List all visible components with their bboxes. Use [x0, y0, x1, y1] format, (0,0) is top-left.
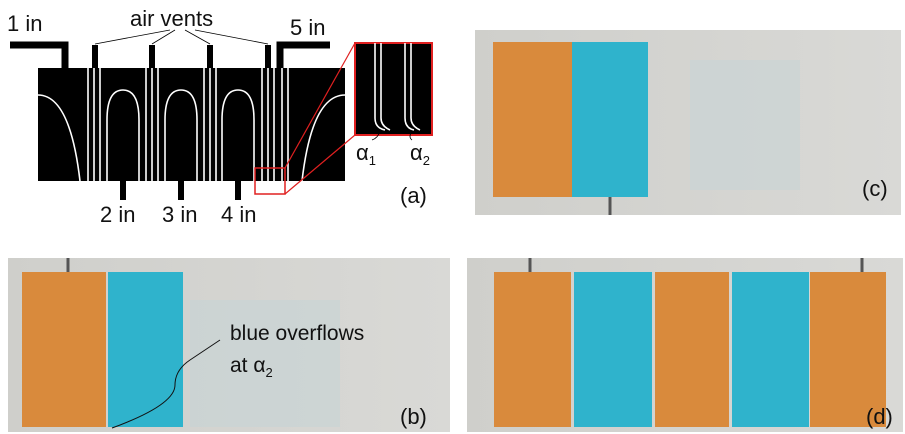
photo-c	[475, 30, 901, 215]
inlet-label: 4 in	[221, 202, 256, 227]
angle-label: α2	[410, 140, 430, 168]
inlet-label: 3 in	[162, 202, 197, 227]
panel-label: (d)	[866, 404, 893, 429]
inlet-label: 1 in	[7, 11, 42, 36]
angle-subscript: 1	[369, 153, 376, 168]
annotation-subscript: 2	[266, 365, 273, 380]
angle-symbol: α	[410, 140, 423, 165]
photo-d	[467, 258, 903, 432]
figure: 1 in 5 in 2 in 3 in 4 in air vents (a) α…	[0, 0, 905, 434]
chip-diagram	[10, 30, 432, 200]
panel-label: (c)	[862, 176, 888, 201]
annotation-text: at α	[230, 354, 266, 377]
panel-label: (b)	[400, 404, 427, 429]
annotation: blue overflows	[230, 322, 364, 345]
angle-symbol: α	[356, 140, 369, 165]
panel-label: (a)	[400, 183, 427, 208]
inlet-label: 2 in	[100, 202, 135, 227]
vents-label: air vents	[130, 6, 213, 31]
angle-subscript: 2	[423, 153, 430, 168]
photo-b	[8, 258, 450, 432]
inlet-label: 5 in	[290, 15, 325, 40]
angle-label: α1	[356, 140, 376, 168]
